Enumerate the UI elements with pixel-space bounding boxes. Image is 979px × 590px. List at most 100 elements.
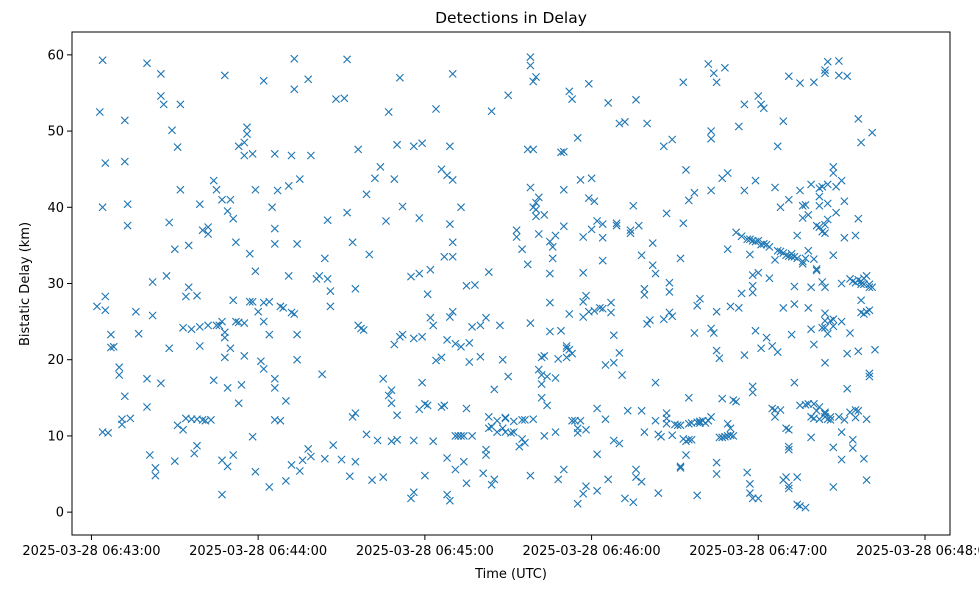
data-point	[209, 176, 218, 185]
data-point	[679, 78, 688, 87]
data-point	[723, 169, 732, 177]
data-point	[559, 147, 568, 156]
x-tick-label: 2025-03-28 06:48:00	[856, 544, 979, 559]
data-point	[287, 151, 296, 160]
data-point	[173, 421, 182, 430]
data-point	[848, 435, 857, 444]
data-point	[306, 151, 315, 160]
data-point	[787, 252, 796, 261]
data-point	[751, 237, 760, 246]
data-point	[165, 218, 174, 227]
data-point	[304, 444, 313, 453]
data-point	[748, 388, 757, 397]
data-point	[320, 254, 329, 263]
y-tick-label: 0	[56, 506, 64, 521]
data-point	[790, 378, 799, 387]
data-point	[837, 317, 846, 326]
data-point	[784, 195, 793, 204]
data-point	[645, 316, 654, 325]
data-point	[490, 475, 499, 484]
data-point	[718, 394, 727, 403]
data-point	[651, 416, 660, 425]
data-point	[426, 265, 435, 274]
data-point	[490, 385, 499, 394]
data-point	[804, 303, 813, 312]
data-point	[306, 452, 315, 461]
data-point	[279, 303, 288, 312]
data-point	[759, 239, 768, 248]
data-point	[176, 185, 185, 194]
data-point	[687, 435, 696, 444]
data-point	[498, 424, 507, 433]
data-point	[448, 69, 457, 78]
data-point	[170, 457, 179, 466]
data-point	[106, 330, 115, 339]
data-point	[807, 433, 816, 442]
data-point	[862, 476, 871, 485]
data-point	[562, 342, 571, 350]
data-point	[323, 216, 332, 225]
x-tick-label: 2025-03-28 06:44:00	[189, 544, 327, 559]
data-point	[784, 442, 793, 451]
data-point	[715, 354, 724, 363]
data-point	[484, 412, 493, 421]
data-point	[821, 309, 829, 318]
data-point	[593, 486, 602, 495]
data-point	[554, 475, 563, 484]
data-point	[829, 443, 838, 452]
data-point	[773, 348, 782, 357]
data-point	[576, 416, 585, 425]
data-point	[809, 255, 818, 264]
data-point	[104, 428, 113, 437]
data-point	[740, 351, 749, 360]
data-point	[665, 278, 674, 287]
data-point	[657, 432, 665, 441]
data-point	[823, 199, 832, 208]
data-point	[601, 415, 610, 424]
data-point	[454, 431, 463, 440]
data-point	[509, 428, 518, 437]
x-tick-label: 2025-03-28 06:46:00	[523, 544, 661, 559]
data-point	[682, 165, 690, 174]
data-point	[418, 378, 427, 387]
data-point	[782, 251, 791, 260]
data-point	[423, 290, 432, 299]
data-point	[632, 95, 640, 104]
data-point	[229, 296, 238, 305]
data-point	[629, 498, 638, 507]
data-point	[582, 291, 590, 300]
data-point	[501, 413, 510, 422]
data-point	[270, 149, 279, 158]
data-point	[534, 365, 543, 374]
data-point	[615, 119, 624, 128]
data-point	[676, 462, 685, 471]
data-point	[559, 465, 568, 474]
data-point	[293, 239, 302, 248]
data-point	[818, 278, 827, 286]
data-point	[351, 409, 360, 418]
data-point	[712, 78, 721, 87]
data-point	[840, 233, 849, 242]
data-point	[862, 271, 871, 280]
data-point	[695, 294, 704, 303]
data-point	[862, 415, 871, 424]
data-point	[723, 245, 732, 254]
data-point	[281, 396, 290, 405]
data-point	[793, 231, 802, 240]
data-point	[798, 259, 807, 268]
data-point	[237, 380, 246, 389]
data-point	[376, 162, 385, 171]
data-point	[526, 319, 535, 328]
data-point	[668, 135, 677, 144]
data-point	[751, 176, 760, 185]
data-point	[643, 319, 652, 328]
data-point	[554, 354, 563, 363]
data-point	[579, 233, 588, 241]
data-point	[148, 278, 157, 286]
data-point	[604, 475, 613, 484]
data-point	[512, 233, 521, 241]
data-point	[545, 327, 554, 336]
data-point	[365, 250, 374, 259]
data-point	[270, 239, 279, 248]
data-point	[220, 353, 229, 362]
